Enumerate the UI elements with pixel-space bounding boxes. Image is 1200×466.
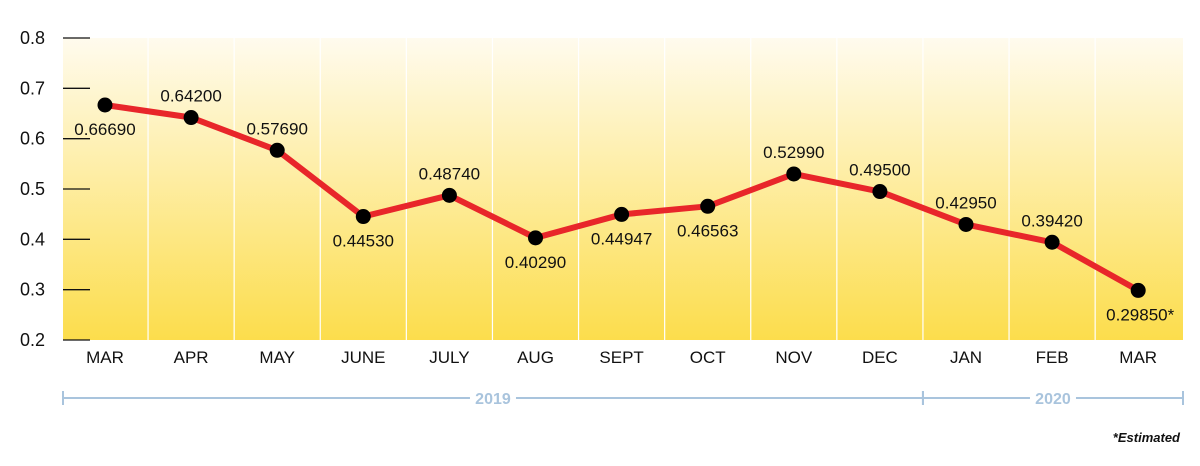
x-tick-label: DEC: [862, 348, 898, 367]
data-point: [183, 110, 199, 126]
x-tick-label: JULY: [429, 348, 469, 367]
y-tick-label: 0.8: [20, 28, 45, 48]
plot-area-background: [63, 38, 1183, 340]
data-label: 0.29850*: [1106, 305, 1174, 324]
data-label: 0.42950: [935, 193, 996, 212]
data-labels: 0.66690 0.64200 0.57690 0.44530 0.48740 0.402…: [74, 87, 1174, 325]
data-point: [958, 216, 974, 232]
year-bracket-2020: 2020: [921, 391, 1184, 408]
y-tick-label: 0.2: [20, 330, 45, 350]
y-tick-label: 0.5: [20, 179, 45, 199]
x-tick-label: APR: [174, 348, 209, 367]
y-tick-label: 0.4: [20, 229, 45, 249]
data-point: [441, 187, 457, 203]
data-point: [269, 142, 285, 158]
data-point: [614, 206, 630, 222]
x-tick-label: AUG: [517, 348, 554, 367]
x-tick-label: MAR: [1119, 348, 1157, 367]
data-points: [97, 97, 1146, 298]
data-label: 0.46563: [677, 221, 738, 240]
data-label: 0.44530: [333, 232, 394, 251]
y-tick-label: 0.6: [20, 129, 45, 149]
data-label: 0.52990: [763, 143, 824, 162]
year-brackets: 2019 2020: [62, 391, 1184, 408]
data-label: 0.66690: [74, 120, 135, 139]
year-label: 2019: [475, 391, 511, 408]
x-tick-label: MAR: [86, 348, 124, 367]
y-tick-label: 0.7: [20, 78, 45, 98]
x-axis: MAR APR MAY JUNE JULY AUG SEPT OCT NOV DEC JAN FEB M…: [86, 348, 1157, 367]
data-point: [872, 184, 888, 200]
data-label: 0.48740: [419, 164, 480, 183]
y-tick-label: 0.3: [20, 280, 45, 300]
x-tick-label: NOV: [775, 348, 813, 367]
data-point: [1130, 282, 1146, 298]
year-label: 2020: [1035, 391, 1071, 408]
x-tick-label: MAY: [259, 348, 295, 367]
x-tick-label: JAN: [950, 348, 982, 367]
x-tick-label: FEB: [1036, 348, 1069, 367]
data-point: [1044, 234, 1060, 250]
x-tick-label: JUNE: [341, 348, 385, 367]
vertical-gridlines: [147, 38, 1096, 340]
data-label: 0.44947: [591, 229, 652, 248]
footnote: *Estimated: [1113, 430, 1181, 445]
x-tick-label: OCT: [690, 348, 726, 367]
data-point: [786, 166, 802, 182]
data-point: [355, 209, 371, 225]
data-label: 0.57690: [246, 119, 307, 138]
data-point: [700, 198, 716, 214]
data-label: 0.64200: [160, 87, 221, 106]
year-bracket-2019: 2019: [62, 391, 924, 408]
data-label: 0.39420: [1021, 211, 1082, 230]
data-point: [528, 230, 543, 246]
data-label: 0.49500: [849, 161, 910, 180]
y-axis: 0.2 0.3 0.4 0.5 0.6 0.7 0.8: [20, 28, 90, 350]
x-tick-label: SEPT: [599, 348, 643, 367]
data-label: 0.40290: [505, 253, 566, 272]
data-point: [97, 97, 113, 113]
